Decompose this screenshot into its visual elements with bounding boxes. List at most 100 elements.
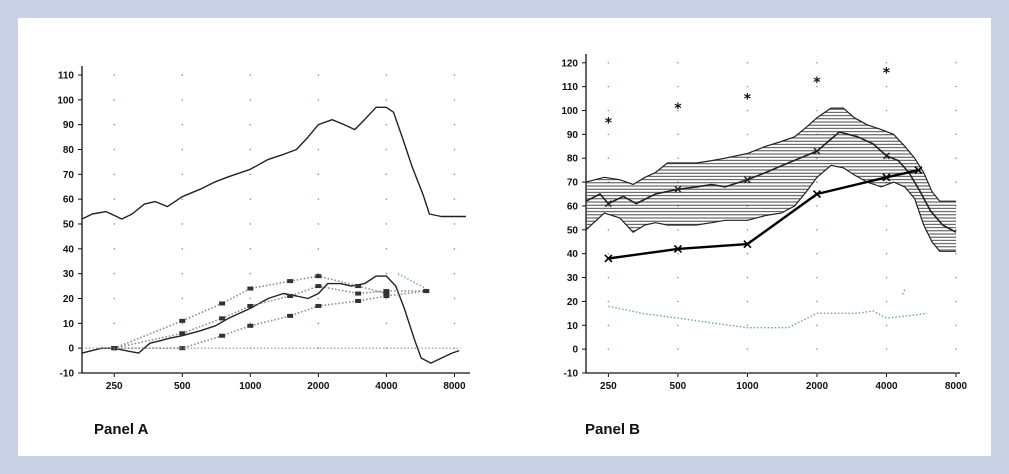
panel-a-grid-dot xyxy=(249,74,252,76)
panel-a-series-3-marker xyxy=(383,291,390,296)
panel-a-series-3-marker xyxy=(179,318,186,323)
panel-a-grid-dot xyxy=(317,198,320,200)
panel-a-series-3-marker xyxy=(287,279,294,284)
panel-a-series-2-line xyxy=(81,275,460,364)
panel-a-grid-dot xyxy=(317,148,320,151)
panel-a-grid-dot xyxy=(181,148,184,151)
panel-b-series-2-band xyxy=(586,108,956,252)
panel-b-grid-dot xyxy=(607,157,610,160)
panel-a-grid-dot xyxy=(453,297,456,300)
panel-b-series-1-marker: * xyxy=(813,75,821,91)
panel-a-grid-dot xyxy=(453,99,456,101)
panel-a-grid-dot xyxy=(317,173,320,176)
panel-b-grid-dot xyxy=(885,61,888,64)
panel-a-grid-dot xyxy=(385,223,388,225)
panel-a-grid-dot xyxy=(453,248,456,250)
panel-b-series-4-marker xyxy=(673,244,682,253)
panel-b-grid-dot xyxy=(885,348,888,350)
panel-a-grid-dot xyxy=(181,198,184,200)
panel-a-grid-dot xyxy=(113,74,116,76)
panel-b-grid-dot xyxy=(816,348,818,350)
panel-b-series-3-line xyxy=(585,131,957,233)
panel-b-grid-dot xyxy=(955,300,957,303)
panel-b-x-tick-label: 4000 xyxy=(875,381,898,392)
panel-b-grid-dot xyxy=(816,85,818,88)
panel-a-grid-dot xyxy=(385,74,388,76)
chart-panel-a: -10 0 10 20 30 40 50 60 70 80 90 100 110 250 500 1000 20… xyxy=(57,66,470,392)
panel-a-x-tick-label: 2000 xyxy=(307,381,330,392)
panel-a-grid-dot xyxy=(385,123,388,126)
panel-b-grid-dot xyxy=(746,109,749,112)
panel-a-grid-dot xyxy=(249,198,252,200)
panel-b-grid-dot xyxy=(746,324,749,327)
panel-a-series-3-marker xyxy=(315,274,322,279)
panel-b-series-2-upper-bound xyxy=(585,107,956,202)
panel-b-grid-dot xyxy=(746,133,749,136)
panel-a-grid-dot xyxy=(113,272,116,275)
panel-a-grid-dot xyxy=(113,99,116,101)
panel-b-series-4-marker xyxy=(743,240,752,249)
panel-a-grid-dot xyxy=(113,223,116,225)
panel-b-series-4-marker xyxy=(604,254,613,263)
panel-b-x-tick-label: 1000 xyxy=(736,381,759,392)
panel-a-grid-dot xyxy=(385,322,388,325)
panel-a-series-3-line xyxy=(113,275,387,349)
panel-b-grid-dot xyxy=(955,276,957,279)
panel-b-grid-dot xyxy=(816,300,818,303)
panel-b-series-1-marker: * xyxy=(605,115,613,131)
panel-a-grid-dot xyxy=(453,148,456,151)
panel-a-grid-dot xyxy=(249,123,252,126)
panel-b-grid-dot xyxy=(677,85,679,88)
panel-b-y-tick-label: 110 xyxy=(562,82,579,93)
panel-b-y-tick-label: 100 xyxy=(561,106,578,117)
panel-a-grid-dot xyxy=(181,272,184,275)
panel-a-grid-dot xyxy=(113,123,116,126)
panel-a-x-tick-label: 500 xyxy=(174,381,191,392)
panel-a-grid-dot xyxy=(249,223,252,225)
panel-a-series-4-marker xyxy=(219,316,226,321)
panel-a-grid-dot xyxy=(317,297,320,300)
panel-b-y-tick-label: 50 xyxy=(567,225,579,236)
panel-a-grid-dot xyxy=(113,198,116,200)
panel-a-grid-dot xyxy=(385,272,388,275)
panel-a-y-tick-label: 110 xyxy=(58,70,75,81)
panel-b-grid-dot xyxy=(746,229,749,231)
panel-a-grid-dot xyxy=(181,248,184,250)
panel-a-series-5-marker xyxy=(179,346,186,351)
panel-b-grid-dot xyxy=(746,348,749,350)
panel-b-grid-dot xyxy=(955,109,957,112)
panel-b-series-3-marker xyxy=(604,200,612,208)
panel-b-grid-dot xyxy=(955,348,957,350)
panel-b-grid-dot xyxy=(885,229,888,231)
panel-a-grid-dot xyxy=(249,272,252,275)
panel-b-grid-dot xyxy=(816,181,818,183)
panel-a-x-tick-label: 8000 xyxy=(443,381,466,392)
panel-b-grid-dot xyxy=(816,324,818,327)
panel-b-y-tick-label: 80 xyxy=(567,154,579,165)
panel-a-y-tick-label: 100 xyxy=(57,95,74,106)
panel-b-series-1-marker: * xyxy=(883,65,891,81)
panel-a-y-tick-label: 60 xyxy=(63,195,75,206)
panel-b-y-tick-label: 120 xyxy=(561,58,578,69)
panel-b-grid-dot xyxy=(746,276,749,279)
panel-a-series-4-marker xyxy=(287,294,294,299)
panel-a-grid-dot xyxy=(385,248,388,250)
panel-b-grid-dot xyxy=(607,109,610,112)
panel-b-y-tick-label: 30 xyxy=(567,273,579,284)
panel-b-grid-dot xyxy=(746,300,749,303)
panel-b-y-tick-label: 40 xyxy=(567,249,579,260)
panel-b-grid-dot xyxy=(885,109,888,112)
panel-b-x-tick-label: 500 xyxy=(670,381,687,392)
panel-b-series-4-marker xyxy=(914,166,923,175)
panel-a-y-tick-label: 80 xyxy=(63,145,75,156)
panel-a-grid-dot xyxy=(453,74,456,76)
panel-a-grid-dot xyxy=(317,223,320,225)
panel-a-y-tick-label: -10 xyxy=(60,369,75,380)
panel-b-x-tick-label: 2000 xyxy=(806,381,829,392)
panel-a-grid-dot xyxy=(181,223,184,225)
panel-b-grid-dot xyxy=(677,229,679,231)
panel-a-series-4-marker xyxy=(247,303,254,308)
panel-b-series-5-line xyxy=(608,305,928,329)
panel-a-y-tick-label: 10 xyxy=(63,319,75,330)
panel-b-y-tick-label: 60 xyxy=(567,201,579,212)
